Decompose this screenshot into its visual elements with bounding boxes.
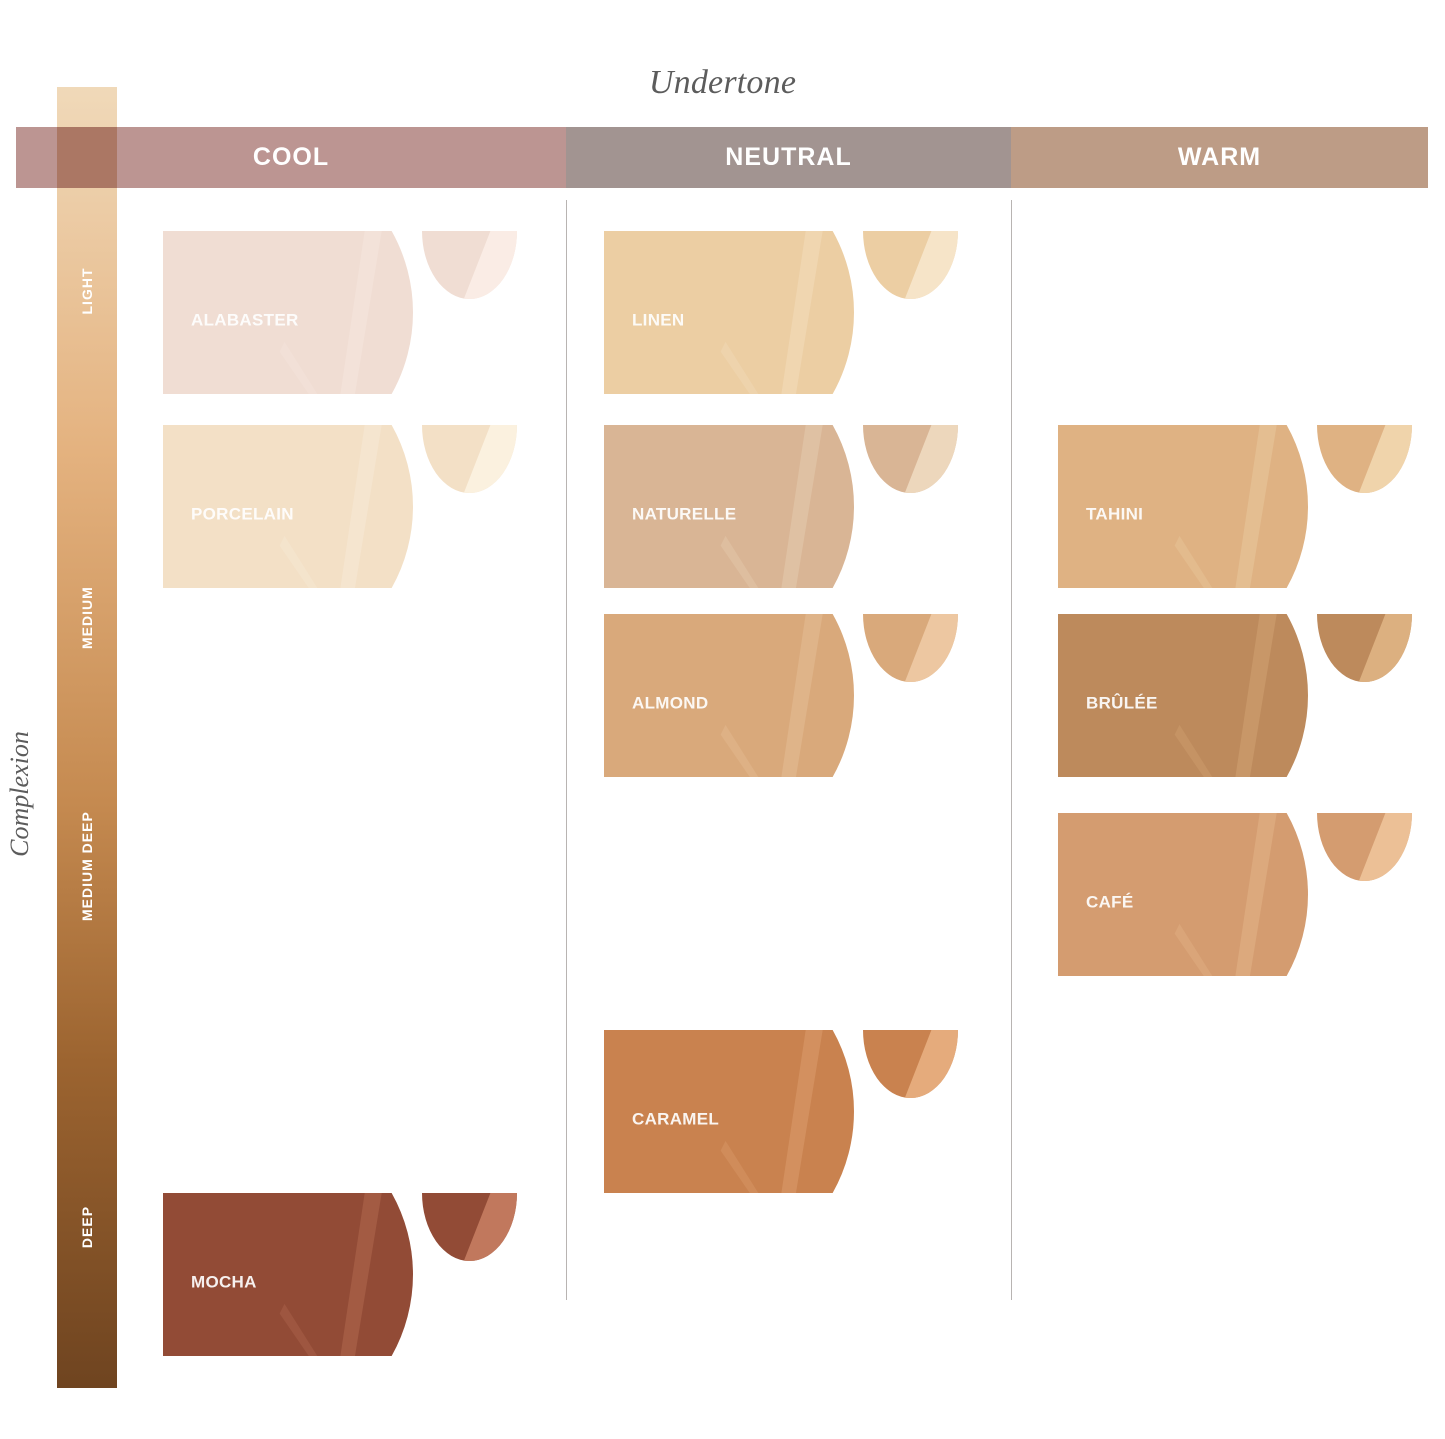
svg-text:LINEN: LINEN — [632, 311, 685, 330]
svg-text:ALABASTER: ALABASTER — [191, 311, 299, 330]
svg-text:PORCELAIN: PORCELAIN — [191, 505, 294, 524]
svg-text:CARAMEL: CARAMEL — [632, 1110, 719, 1129]
svg-text:TAHINI: TAHINI — [1086, 505, 1143, 524]
svg-text:MOCHA: MOCHA — [191, 1273, 257, 1292]
svg-text:ALMOND: ALMOND — [632, 694, 708, 713]
svg-text:BRÛLÉE: BRÛLÉE — [1086, 694, 1158, 713]
svg-text:NATURELLE: NATURELLE — [632, 505, 736, 524]
svg-text:CAFÉ: CAFÉ — [1086, 893, 1133, 912]
